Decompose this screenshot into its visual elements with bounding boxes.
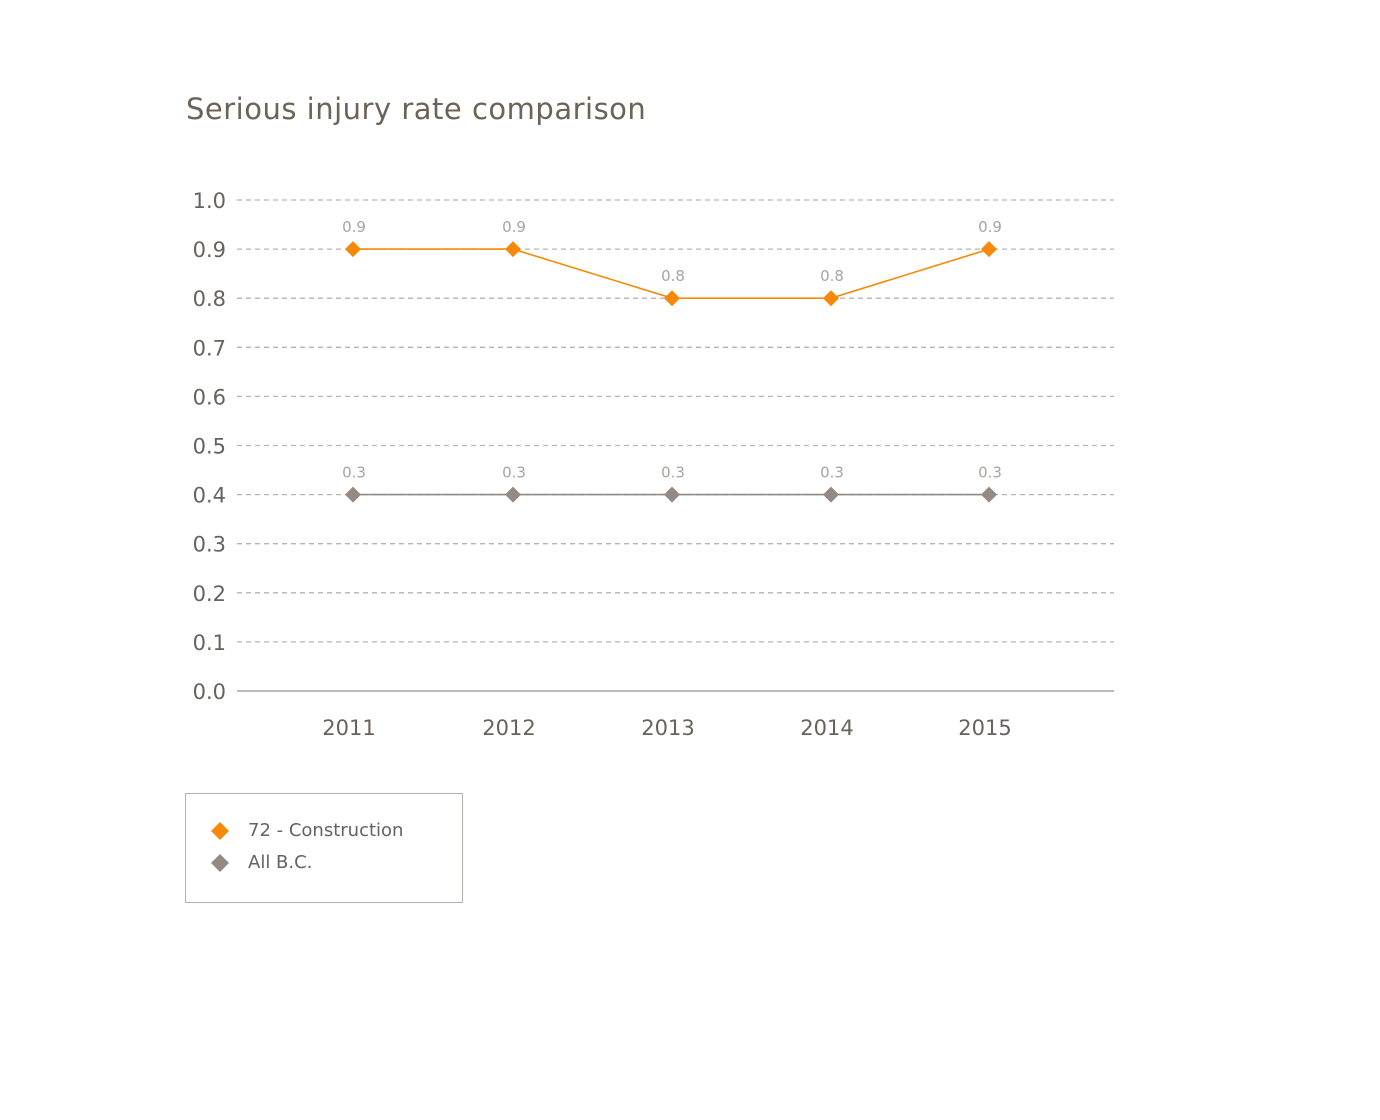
- y-tick-label: 0.2: [193, 582, 226, 606]
- y-tick-label: 0.0: [193, 680, 226, 704]
- y-tick-label: 0.4: [193, 484, 226, 508]
- y-tick-label: 0.8: [193, 287, 226, 311]
- legend-item-construction: 72 - Construction: [210, 820, 403, 841]
- y-tick-label: 0.5: [193, 435, 226, 459]
- y-tick-label: 0.9: [193, 238, 226, 262]
- x-tick-label: 2013: [641, 716, 694, 740]
- orange-diamond-icon: [211, 821, 229, 840]
- data-label: 0.9: [342, 218, 366, 236]
- legend-item-all-bc: All B.C.: [210, 852, 312, 873]
- data-point-marker: [664, 486, 680, 503]
- line-chart: 0.0 0.1 0.2 0.3 0.4 0.5 0.6 0.7 0.8 0.9 1.0 2011 201…: [193, 189, 1114, 740]
- legend-label: 72 - Construction: [248, 820, 404, 841]
- data-label: 0.3: [978, 464, 1002, 482]
- data-point-marker: [345, 486, 361, 503]
- gray-diamond-icon: [211, 853, 229, 872]
- data-point-marker: [505, 486, 521, 503]
- y-tick-label: 0.1: [193, 631, 226, 655]
- legend-label: All B.C.: [248, 852, 313, 873]
- y-tick-label: 0.6: [193, 385, 226, 409]
- y-tick-label: 0.7: [193, 336, 226, 360]
- data-label: 0.9: [502, 218, 526, 236]
- data-label: 0.3: [820, 464, 844, 482]
- data-point-marker: [981, 241, 997, 258]
- data-label: 0.3: [502, 464, 526, 482]
- chart-title: Serious injury rate comparison: [186, 92, 647, 126]
- y-tick-label: 0.3: [193, 533, 226, 557]
- y-tick-label: 1.0: [193, 189, 226, 213]
- data-point-marker: [664, 290, 680, 307]
- legend: 72 - Construction All B.C.: [185, 793, 463, 903]
- data-point-marker: [505, 241, 521, 258]
- data-point-marker: [345, 241, 361, 258]
- x-tick-label: 2011: [322, 716, 375, 740]
- data-label: 0.8: [820, 267, 844, 285]
- data-point-marker: [823, 486, 839, 503]
- x-tick-label: 2015: [958, 716, 1011, 740]
- data-label: 0.9: [978, 218, 1002, 236]
- data-label: 0.8: [661, 267, 685, 285]
- x-tick-label: 2012: [482, 716, 535, 740]
- data-label: 0.3: [342, 464, 366, 482]
- x-tick-label: 2014: [800, 716, 853, 740]
- data-point-marker: [823, 290, 839, 307]
- data-point-marker: [981, 486, 997, 503]
- data-label: 0.3: [661, 464, 685, 482]
